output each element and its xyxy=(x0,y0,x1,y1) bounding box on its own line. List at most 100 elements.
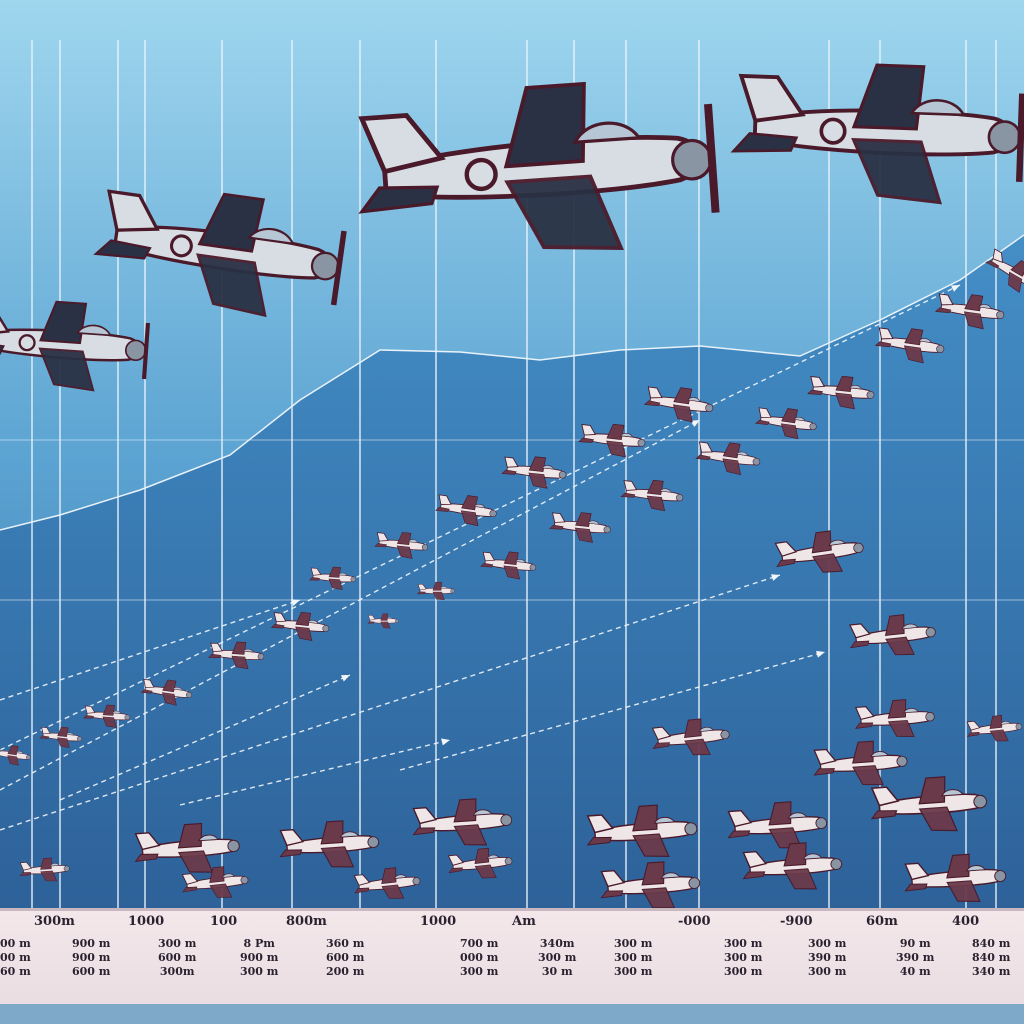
small-plane-icon xyxy=(19,857,70,882)
small-plane-icon xyxy=(578,423,646,458)
small-plane-icon xyxy=(695,441,761,476)
axis-value: 300 m xyxy=(240,965,279,978)
axis-value-stack: 900 m 900 m 600 m xyxy=(72,937,110,979)
flight-trail xyxy=(399,651,826,771)
flight-trail xyxy=(0,284,961,751)
small-plane-formation xyxy=(0,248,1024,909)
small-plane-icon xyxy=(435,494,497,527)
fighter-plane-icon xyxy=(93,189,347,318)
fighter-plane-icon xyxy=(0,300,151,392)
axis-value: 300m xyxy=(159,965,195,978)
large-plane-group xyxy=(0,63,1024,392)
axis-top-label: Am xyxy=(512,914,536,929)
axis-value: 300 m xyxy=(614,937,653,950)
small-plane-icon xyxy=(270,612,330,642)
small-plane-icon xyxy=(985,248,1024,293)
axis-value: 340m xyxy=(539,937,575,950)
flight-trail xyxy=(179,739,451,806)
small-plane-icon xyxy=(651,718,730,756)
axis-value: 300 m xyxy=(808,937,847,950)
axis-value-stack: 300 m 390 m 300 m xyxy=(808,937,846,979)
axis-value: 300 m xyxy=(724,951,763,964)
axis-value: 900 m xyxy=(240,951,279,964)
trail-arrow-icon xyxy=(691,420,700,427)
axis-value: 300 m xyxy=(724,965,763,978)
axis-value: 390 m xyxy=(896,951,935,964)
small-plane-icon xyxy=(140,678,192,706)
small-plane-icon xyxy=(807,375,875,410)
small-plane-icon xyxy=(39,726,82,748)
small-plane-icon xyxy=(755,407,817,440)
small-plane-icon xyxy=(727,801,828,849)
axis-value: 300 m xyxy=(614,951,653,964)
axis-value-stack: 8 Pm 900 m 300 m xyxy=(240,937,278,979)
bottom-strip xyxy=(0,1004,1024,1024)
axis-value-stack: 300 m 300 m 300 m xyxy=(614,937,652,979)
trail-arrow-icon xyxy=(771,574,780,581)
small-plane-icon xyxy=(0,744,31,766)
small-plane-icon xyxy=(501,456,567,489)
small-plane-icon xyxy=(966,715,1023,742)
axis-top-label: 100 xyxy=(210,914,238,929)
axis-value: 000 m xyxy=(460,951,499,964)
small-plane-icon xyxy=(412,798,513,846)
axis-value: 360 m xyxy=(326,937,365,950)
trail-arrow-icon xyxy=(291,599,300,606)
small-plane-icon xyxy=(82,704,131,728)
small-plane-icon xyxy=(367,613,399,629)
axis-value: 00 m xyxy=(0,951,31,964)
axis-value-stack: 90 m 390 m 40 m xyxy=(896,937,934,979)
axis-top-label: 300m xyxy=(34,914,75,929)
axis-value: 600 m xyxy=(326,951,365,964)
small-plane-icon xyxy=(374,532,429,559)
small-plane-icon xyxy=(870,776,988,832)
small-plane-icon xyxy=(774,530,864,573)
trail-arrow-icon xyxy=(341,675,350,682)
small-plane-icon xyxy=(849,614,936,656)
axis-value-stack: 300 m 600 m 300m xyxy=(158,937,196,979)
fighter-plane-icon xyxy=(358,81,720,251)
axis-value-stack: 360 m 600 m 200 m xyxy=(326,937,364,979)
small-plane-icon xyxy=(643,386,714,423)
axis-value: 390 m xyxy=(808,951,847,964)
axis-value: 840 m xyxy=(972,951,1011,964)
axis-top-label: -900 xyxy=(780,914,813,929)
axis-value: 900 m xyxy=(72,951,111,964)
flight-trail xyxy=(0,599,301,701)
flight-trail xyxy=(0,419,701,791)
axis-top-label: 1000 xyxy=(420,914,457,929)
axis-value-stack: 840 m 840 m 340 m xyxy=(972,937,1010,979)
axis-top-label: 800m xyxy=(286,914,327,929)
axis-top-label: 1000 xyxy=(128,914,165,929)
axis-value: 300 m xyxy=(158,937,197,950)
axis-value: 840 m xyxy=(972,937,1011,950)
axis-value: 300 m xyxy=(538,951,577,964)
small-plane-icon xyxy=(549,512,611,543)
axis-value: 600 m xyxy=(72,965,111,978)
axis-top-label: 400 xyxy=(952,914,980,929)
trail-arrow-icon xyxy=(441,738,450,746)
axis-value-stack: 700 m 000 m 300 m xyxy=(460,937,498,979)
small-plane-icon xyxy=(279,820,380,868)
flight-trail xyxy=(59,674,351,801)
axis-value: 300 m xyxy=(724,937,763,950)
small-plane-icon xyxy=(874,327,945,364)
small-plane-icon xyxy=(416,581,455,601)
axis-value-stack: 300 m 300 m 300 m xyxy=(724,937,762,979)
axis-value: 300 m xyxy=(614,965,653,978)
small-plane-icon xyxy=(586,804,698,858)
flight-trail xyxy=(0,574,781,831)
axis-top-label: 60m xyxy=(866,914,898,929)
flight-trails xyxy=(0,284,961,831)
small-plane-icon xyxy=(353,867,421,899)
mountain-ridge-line xyxy=(0,234,1024,531)
altitude-axis-band xyxy=(0,908,1024,1009)
small-plane-icon xyxy=(447,847,513,879)
small-plane-icon xyxy=(208,641,265,670)
fighter-plane-icon xyxy=(730,63,1024,205)
axis-value: 600 m xyxy=(158,951,197,964)
small-plane-icon xyxy=(600,861,701,909)
axis-value: 700 m xyxy=(460,937,499,950)
small-plane-icon xyxy=(854,699,935,738)
